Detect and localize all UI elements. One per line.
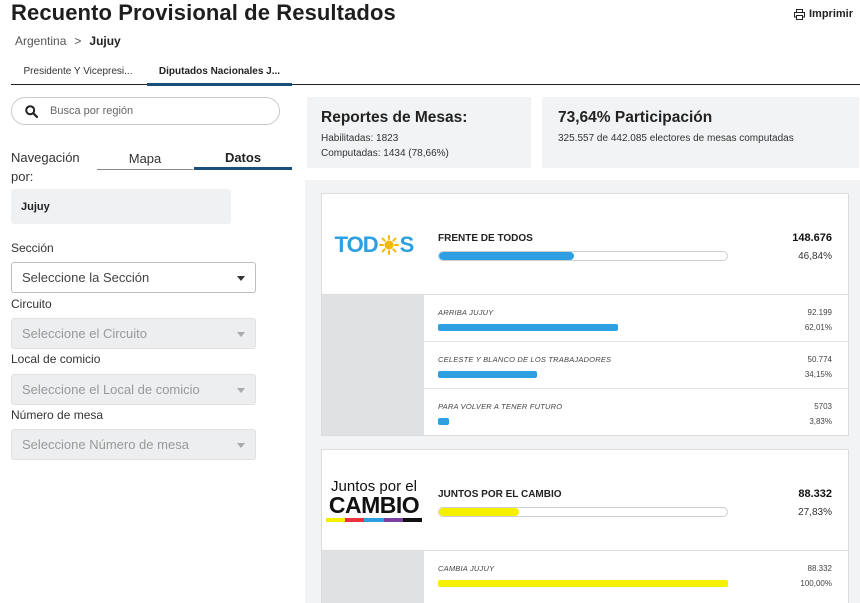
nav-tab-mapa[interactable]: Mapa — [97, 148, 193, 170]
list-name: CELESTE Y BLANCO DE LOS TRABAJADORES — [438, 355, 612, 364]
logo-text-cambio: CAMBIO — [328, 492, 420, 518]
list-row: CELESTE Y BLANCO DE LOS TRABAJADORES 50.… — [424, 342, 848, 389]
list-name: ARRIBA JUJUY — [438, 308, 494, 317]
page-title: Recuento Provisional de Resultados — [11, 0, 396, 25]
circuito-select: Seleccione el Circuito — [11, 318, 256, 349]
lists-sidebar — [322, 551, 424, 603]
nav-tab-datos[interactable]: Datos — [194, 148, 292, 170]
breadcrumb: Argentina > Jujuy — [15, 34, 121, 48]
local-comicio-select: Seleccione el Local de comicio — [11, 374, 256, 405]
breadcrumb-root[interactable]: Argentina — [15, 34, 67, 48]
list-row: ARRIBA JUJUY 92.199 62,01% — [424, 295, 848, 342]
breadcrumb-separator: > — [74, 34, 82, 48]
logo-stripe — [326, 518, 423, 522]
frente-de-todos-logo: TOD S — [322, 194, 426, 295]
list-votes: 92.199 — [807, 308, 832, 317]
party-name: FRENTE DE TODOS — [438, 233, 533, 244]
list-name: PARA VOLVER A TENER FUTURO — [438, 402, 563, 411]
mesas-card: Reportes de Mesas: Habilitadas: 1823 Com… — [307, 97, 531, 168]
party-percent: 27,83% — [798, 507, 832, 518]
party-votes: 148.676 — [792, 232, 832, 244]
seccion-select[interactable]: Seleccione la Sección — [11, 262, 256, 293]
party-progress-track — [438, 251, 728, 261]
breadcrumb-current: Jujuy — [89, 34, 121, 48]
search-input[interactable] — [50, 105, 250, 117]
search-box — [11, 97, 280, 125]
lists-sidebar — [322, 295, 424, 435]
party-header: Juntos por el CAMBIO JUNTOS POR EL CAMBI… — [322, 450, 848, 551]
participacion-detail: 325.557 de 442.085 electores de mesas co… — [558, 133, 794, 144]
logo-text-s: S — [399, 231, 415, 257]
printer-icon — [793, 8, 805, 20]
numero-mesa-label: Número de mesa — [11, 408, 104, 422]
list-percent: 3,83% — [809, 417, 832, 426]
sun-icon — [378, 234, 399, 255]
list-votes: 50.774 — [807, 355, 832, 364]
list-progress-bar — [438, 418, 450, 425]
list-votes: 88.332 — [807, 564, 832, 573]
local-comicio-label: Local de comicio — [11, 352, 101, 366]
list-votes: 5703 — [814, 402, 832, 411]
party-card-frente-de-todos: TOD S FRENTE DE TODOS 148.676 — [321, 193, 849, 436]
list-percent: 34,15% — [804, 370, 832, 379]
list-percent: 62,01% — [804, 323, 832, 332]
caret-down-icon — [237, 332, 245, 337]
party-card-juntos-por-el-cambio: Juntos por el CAMBIO JUNTOS POR EL CAMBI… — [321, 449, 849, 603]
party-votes: 88.332 — [798, 488, 832, 500]
search-icon[interactable] — [12, 104, 50, 118]
list-row: CAMBIA JUJUY 88.332 100,00% — [424, 551, 848, 598]
seccion-label: Sección — [11, 241, 54, 255]
list-progress-bar — [438, 580, 728, 587]
party-header: TOD S FRENTE DE TODOS 148.676 — [322, 194, 848, 295]
local-comicio-select-value: Seleccione el Local de comicio — [22, 382, 200, 397]
list-progress-bar — [438, 371, 538, 378]
participacion-card: 73,64% Participación 325.557 de 442.085 … — [542, 97, 859, 168]
selected-region: Jujuy — [11, 189, 231, 224]
party-progress-fill — [439, 252, 574, 260]
logo-text-todos: TOD — [334, 231, 379, 257]
election-tabs: Presidente Y Vicepresi... Diputados Naci… — [11, 58, 860, 86]
circuito-label: Circuito — [11, 297, 52, 311]
mesas-title: Reportes de Mesas: — [321, 109, 468, 126]
list-percent: 100,00% — [800, 579, 832, 588]
party-percent: 46,84% — [798, 251, 832, 262]
caret-down-icon — [237, 388, 245, 393]
caret-down-icon — [237, 443, 245, 448]
tab-diputados[interactable]: Diputados Nacionales J... — [147, 58, 292, 86]
navigation-label: Navegación por: — [11, 150, 80, 184]
list-name: CAMBIA JUJUY — [438, 564, 495, 573]
numero-mesa-select: Seleccione Número de mesa — [11, 429, 256, 460]
list-progress-bar — [438, 324, 618, 331]
print-button[interactable]: Imprimir — [793, 8, 853, 20]
mesas-computadas: Computadas: 1434 (78,66%) — [321, 148, 449, 159]
party-name: JUNTOS POR EL CAMBIO — [438, 489, 562, 500]
numero-mesa-select-value: Seleccione Número de mesa — [22, 437, 189, 452]
list-row: PARA VOLVER A TENER FUTURO 5703 3,83% — [424, 389, 848, 436]
logo-text-juntos: Juntos por el — [331, 478, 417, 495]
juntos-por-el-cambio-logo: Juntos por el CAMBIO — [322, 450, 426, 551]
mesas-habilitadas: Habilitadas: 1823 — [321, 133, 399, 144]
circuito-select-value: Seleccione el Circuito — [22, 326, 148, 341]
party-progress-fill — [439, 508, 520, 516]
caret-down-icon — [237, 276, 245, 281]
seccion-select-value: Seleccione la Sección — [22, 270, 150, 285]
party-progress-track — [438, 507, 728, 517]
print-label: Imprimir — [808, 8, 853, 20]
tab-presidente[interactable]: Presidente Y Vicepresi... — [23, 66, 133, 77]
participacion-title: 73,64% Participación — [558, 109, 713, 126]
